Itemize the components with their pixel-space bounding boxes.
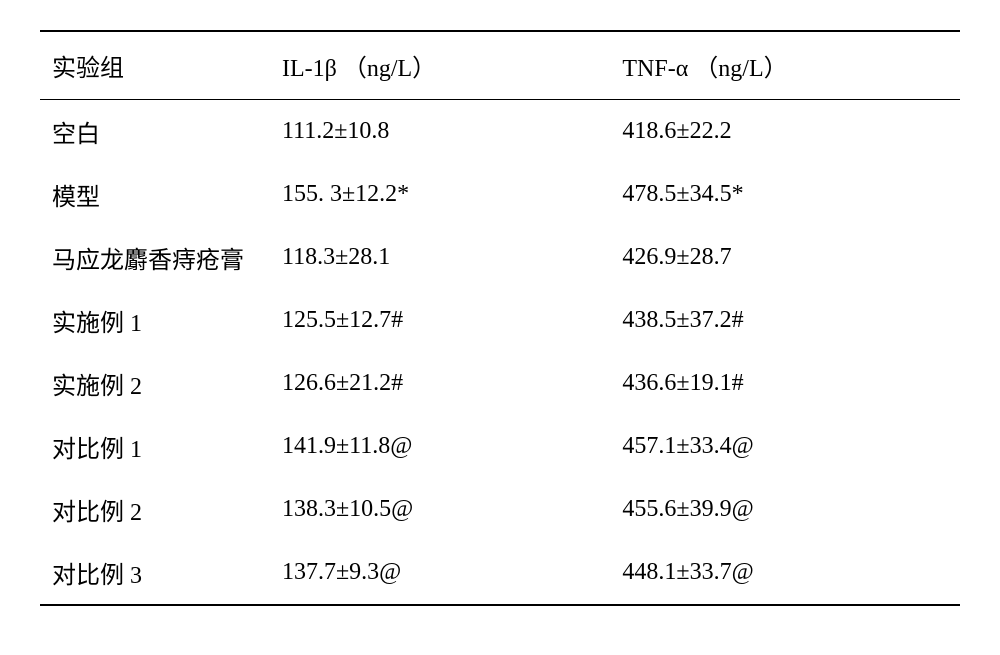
cell-tnfa: 448.1±33.7@ (610, 541, 960, 605)
cell-group: 实施例 2 (40, 352, 270, 415)
col-header-group: 实验组 (40, 31, 270, 100)
cell-il1b: 141.9±11.8@ (270, 415, 610, 478)
cell-tnfa: 457.1±33.4@ (610, 415, 960, 478)
col-header-tnfa: TNF-α （ng/L） (610, 31, 960, 100)
cell-tnfa: 436.6±19.1# (610, 352, 960, 415)
cell-group: 模型 (40, 163, 270, 226)
table-row: 马应龙麝香痔疮膏 118.3±28.1 426.9±28.7 (40, 226, 960, 289)
cell-group: 对比例 3 (40, 541, 270, 605)
cell-group: 对比例 2 (40, 478, 270, 541)
cell-group: 实施例 1 (40, 289, 270, 352)
data-table-container: 实验组 IL-1β （ng/L） TNF-α （ng/L） 空白 111.2±1… (40, 30, 960, 606)
data-table: 实验组 IL-1β （ng/L） TNF-α （ng/L） 空白 111.2±1… (40, 30, 960, 606)
table-row: 实施例 2 126.6±21.2# 436.6±19.1# (40, 352, 960, 415)
col-header-il1b: IL-1β （ng/L） (270, 31, 610, 100)
table-row: 空白 111.2±10.8 418.6±22.2 (40, 100, 960, 164)
cell-group: 空白 (40, 100, 270, 164)
cell-group: 马应龙麝香痔疮膏 (40, 226, 270, 289)
cell-il1b: 111.2±10.8 (270, 100, 610, 164)
cell-il1b: 138.3±10.5@ (270, 478, 610, 541)
table-row: 对比例 1 141.9±11.8@ 457.1±33.4@ (40, 415, 960, 478)
cell-tnfa: 426.9±28.7 (610, 226, 960, 289)
table-header-row: 实验组 IL-1β （ng/L） TNF-α （ng/L） (40, 31, 960, 100)
cell-tnfa: 438.5±37.2# (610, 289, 960, 352)
table-row: 对比例 3 137.7±9.3@ 448.1±33.7@ (40, 541, 960, 605)
table-row: 模型 155. 3±12.2* 478.5±34.5* (40, 163, 960, 226)
cell-tnfa: 455.6±39.9@ (610, 478, 960, 541)
table-row: 实施例 1 125.5±12.7# 438.5±37.2# (40, 289, 960, 352)
cell-tnfa: 478.5±34.5* (610, 163, 960, 226)
cell-il1b: 137.7±9.3@ (270, 541, 610, 605)
cell-il1b: 126.6±21.2# (270, 352, 610, 415)
cell-group: 对比例 1 (40, 415, 270, 478)
cell-il1b: 155. 3±12.2* (270, 163, 610, 226)
table-row: 对比例 2 138.3±10.5@ 455.6±39.9@ (40, 478, 960, 541)
cell-il1b: 125.5±12.7# (270, 289, 610, 352)
cell-tnfa: 418.6±22.2 (610, 100, 960, 164)
cell-il1b: 118.3±28.1 (270, 226, 610, 289)
